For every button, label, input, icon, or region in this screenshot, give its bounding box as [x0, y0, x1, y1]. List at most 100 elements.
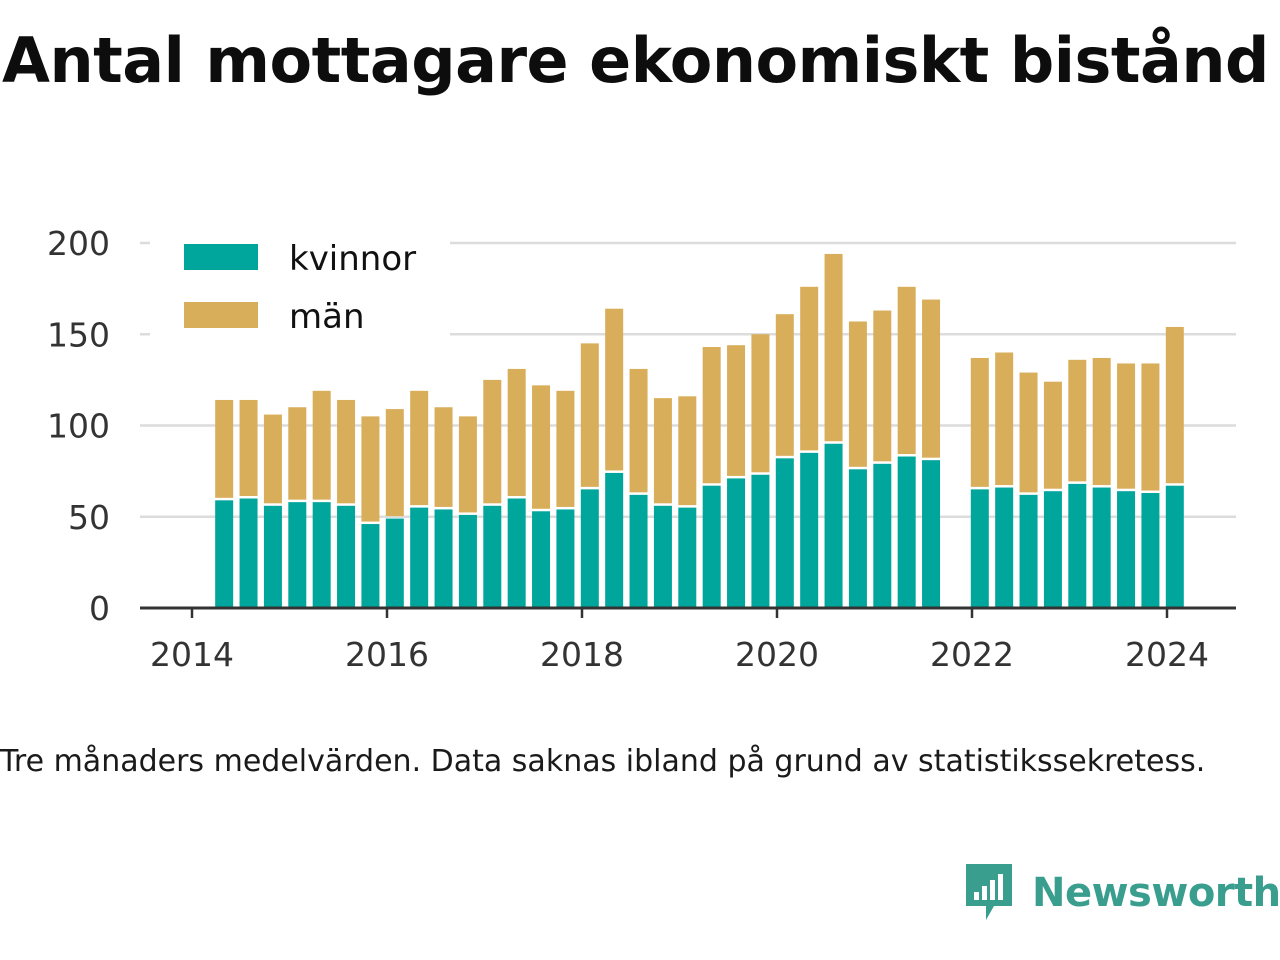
- bar-kvinnor: [1019, 494, 1038, 608]
- bar-man: [897, 286, 916, 455]
- bar-man: [263, 414, 282, 504]
- bar-kvinnor: [263, 505, 282, 608]
- bar-man: [751, 334, 770, 473]
- bar-kvinnor: [1068, 483, 1087, 608]
- bar-kvinnor: [337, 505, 356, 608]
- bar-kvinnor: [653, 505, 672, 608]
- y-tick-label: 0: [89, 589, 110, 628]
- y-tick-label: 150: [47, 315, 110, 354]
- bar-man: [288, 407, 307, 500]
- legend-label-kvinnor: kvinnor: [289, 239, 416, 279]
- x-tick-label: 2014: [150, 635, 234, 674]
- legend-swatch-kvinnor: [184, 244, 258, 270]
- bar-kvinnor: [580, 489, 599, 608]
- bar-man: [800, 286, 819, 451]
- bar-kvinnor: [970, 489, 989, 608]
- bar-kvinnor: [215, 500, 234, 608]
- bar-man: [848, 321, 867, 467]
- bar-kvinnor: [702, 485, 721, 608]
- y-axis-ticks: 0 50 100 150 200: [47, 224, 110, 628]
- brand: Newsworthy: [964, 862, 1280, 924]
- bar-man: [873, 310, 892, 462]
- bar-man: [434, 407, 453, 507]
- newsworthy-logo-icon: [966, 864, 1012, 920]
- bar-kvinnor: [288, 502, 307, 608]
- bar-man: [580, 343, 599, 487]
- bar-kvinnor: [556, 509, 575, 608]
- bar-man: [629, 368, 648, 493]
- bar-kvinnor: [1117, 491, 1136, 608]
- bar-kvinnor: [507, 498, 526, 608]
- x-tick-label: 2018: [540, 635, 624, 674]
- bar-kvinnor: [922, 460, 941, 608]
- bar-man: [385, 409, 404, 517]
- bar-kvinnor: [458, 514, 477, 608]
- bar-man: [605, 308, 624, 471]
- bar-man: [1092, 357, 1111, 486]
- bar-kvinnor: [800, 452, 819, 608]
- bar-man: [1019, 372, 1038, 493]
- bar-kvinnor: [1043, 491, 1062, 608]
- bar-kvinnor: [678, 507, 697, 608]
- legend-swatch-man: [184, 302, 258, 328]
- bar-man: [824, 253, 843, 442]
- bar-kvinnor: [532, 511, 551, 608]
- bar-kvinnor: [897, 456, 916, 608]
- bar-man: [775, 314, 794, 456]
- bar-man: [507, 368, 526, 496]
- bar-man: [678, 396, 697, 506]
- bar-kvinnor: [775, 458, 794, 608]
- bar-chart: 0 50 100 150 200 2014 2016 2018 2020 2022 2024 kv…: [47, 224, 1236, 674]
- bar-kvinnor: [995, 487, 1014, 608]
- y-tick-label: 100: [47, 407, 110, 446]
- bar-kvinnor: [605, 472, 624, 608]
- x-tick-label: 2016: [345, 635, 429, 674]
- bar-man: [653, 398, 672, 504]
- bar-kvinnor: [629, 494, 648, 608]
- x-axis-ticks: 2014 2016 2018 2020 2022 2024: [150, 608, 1209, 674]
- bar-man: [1117, 363, 1136, 489]
- legend-label-man: män: [289, 297, 365, 337]
- x-tick-label: 2024: [1125, 635, 1209, 674]
- bar-man: [410, 390, 429, 506]
- bar-kvinnor: [410, 507, 429, 608]
- bar-man: [702, 347, 721, 484]
- bar-kvinnor: [385, 518, 404, 608]
- y-tick-label: 200: [47, 224, 110, 263]
- bar-kvinnor: [873, 463, 892, 608]
- bar-man: [239, 399, 258, 496]
- x-tick-label: 2020: [735, 635, 819, 674]
- bar-kvinnor: [727, 478, 746, 608]
- bar-man: [361, 416, 380, 522]
- bars: [215, 253, 1184, 608]
- bar-man: [458, 416, 477, 513]
- bar-kvinnor: [483, 505, 502, 608]
- chart-footnote: Tre månaders medelvärden. Data saknas ib…: [0, 744, 1206, 779]
- bar-man: [312, 390, 331, 500]
- y-tick-label: 50: [68, 498, 110, 537]
- bar-man: [970, 357, 989, 487]
- bar-kvinnor: [751, 474, 770, 608]
- bar-man: [532, 385, 551, 509]
- bar-man: [215, 399, 234, 498]
- bar-kvinnor: [1141, 493, 1160, 608]
- bar-kvinnor: [824, 443, 843, 608]
- bar-kvinnor: [361, 524, 380, 608]
- bar-kvinnor: [239, 498, 258, 608]
- bar-kvinnor: [434, 509, 453, 608]
- bar-man: [995, 352, 1014, 486]
- bar-kvinnor: [1165, 485, 1184, 608]
- bar-man: [1141, 363, 1160, 491]
- bar-man: [1165, 326, 1184, 484]
- bar-man: [1043, 381, 1062, 489]
- chart-title: Antal mottagare ekonomiskt bistånd: [2, 24, 1269, 97]
- x-tick-label: 2022: [930, 635, 1014, 674]
- bar-man: [556, 390, 575, 507]
- bar-man: [727, 345, 746, 476]
- brand-name: Newsworthy: [1032, 870, 1280, 916]
- bar-man: [337, 399, 356, 504]
- bar-man: [1068, 359, 1087, 482]
- legend: kvinnor män: [150, 232, 450, 342]
- bar-kvinnor: [848, 469, 867, 608]
- bar-kvinnor: [312, 502, 331, 608]
